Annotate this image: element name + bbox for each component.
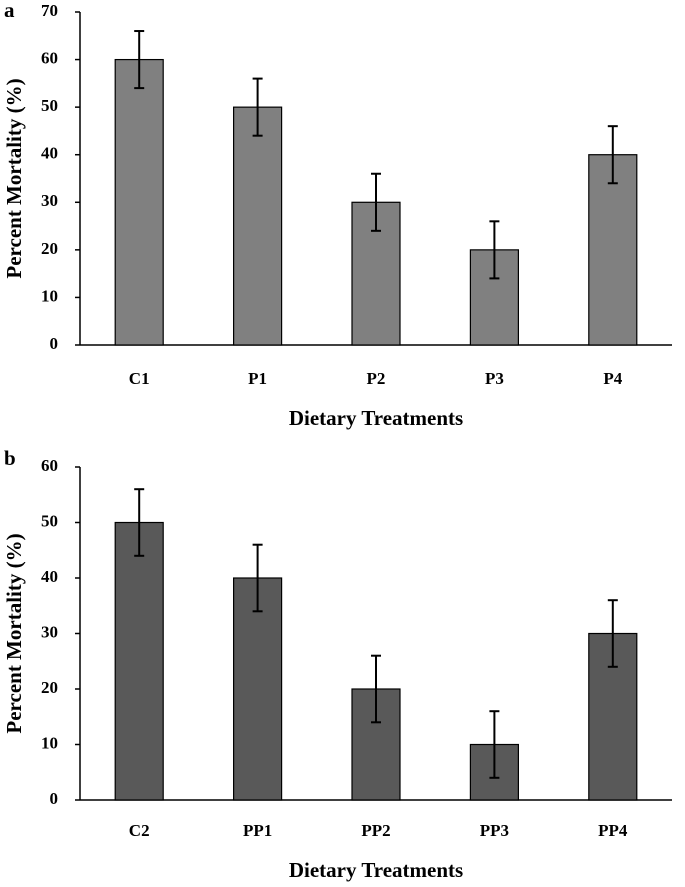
bar bbox=[114, 58, 164, 346]
y-tick-label: 0 bbox=[50, 789, 59, 808]
panel-label: b bbox=[4, 446, 16, 470]
y-axis-title: Percent Mortality (%) bbox=[2, 78, 26, 278]
y-tick-label: 30 bbox=[41, 622, 58, 641]
bar bbox=[233, 577, 283, 801]
x-tick-label: P4 bbox=[603, 369, 622, 388]
y-tick-label: 10 bbox=[41, 286, 58, 305]
y-tick-label: 40 bbox=[41, 144, 58, 163]
x-tick-label: C1 bbox=[129, 369, 150, 388]
x-tick-label: PP1 bbox=[243, 821, 272, 840]
x-tick-label: PP3 bbox=[480, 821, 509, 840]
y-tick-label: 70 bbox=[41, 1, 58, 20]
y-tick-label: 40 bbox=[41, 567, 58, 586]
x-axis-title: Dietary Treatments bbox=[289, 406, 463, 430]
bar bbox=[351, 201, 401, 346]
y-tick-label: 50 bbox=[41, 96, 58, 115]
x-tick-label: P1 bbox=[248, 369, 267, 388]
y-tick-label: 30 bbox=[41, 191, 58, 210]
panel-label: a bbox=[4, 0, 15, 22]
y-tick-label: 10 bbox=[41, 733, 58, 752]
y-tick-label: 50 bbox=[41, 511, 58, 530]
x-tick-label: P2 bbox=[367, 369, 386, 388]
bar bbox=[114, 521, 164, 801]
y-tick-label: 20 bbox=[41, 678, 58, 697]
x-axis-title: Dietary Treatments bbox=[289, 858, 463, 882]
x-tick-label: C2 bbox=[129, 821, 150, 840]
y-axis-title: Percent Mortality (%) bbox=[2, 533, 26, 733]
y-tick-label: 60 bbox=[41, 456, 58, 475]
x-tick-label: PP2 bbox=[361, 821, 390, 840]
y-tick-label: 20 bbox=[41, 239, 58, 258]
bar bbox=[588, 154, 638, 346]
y-tick-label: 60 bbox=[41, 48, 58, 67]
bar bbox=[233, 106, 283, 346]
x-tick-label: PP4 bbox=[598, 821, 628, 840]
x-tick-label: P3 bbox=[485, 369, 504, 388]
y-tick-label: 0 bbox=[50, 334, 59, 353]
